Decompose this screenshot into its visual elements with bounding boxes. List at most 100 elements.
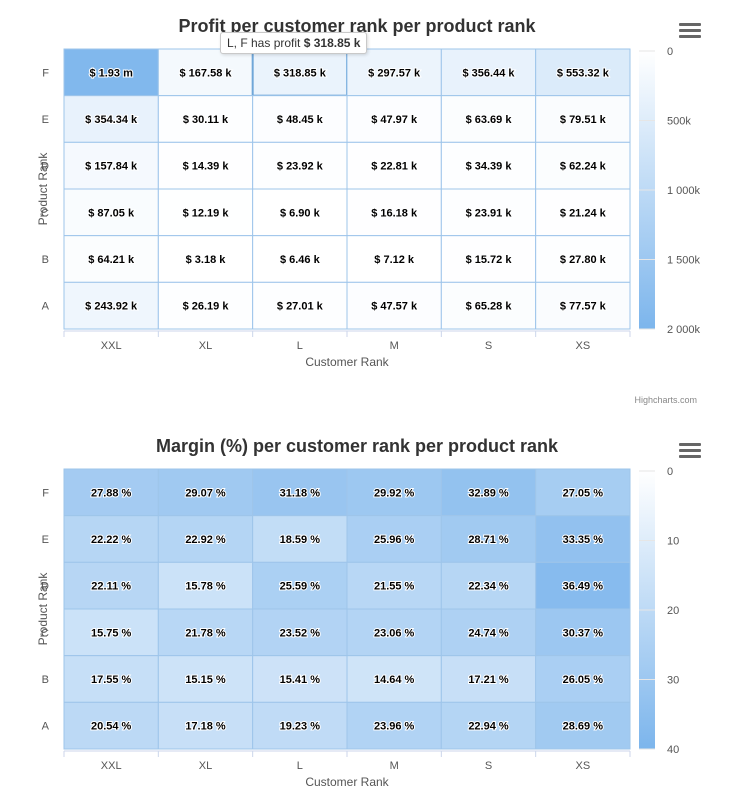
heatmap-cell[interactable] bbox=[63, 141, 159, 190]
color-axis-label: 0 bbox=[667, 466, 673, 478]
data-label: $ 87.05 k bbox=[88, 207, 135, 219]
data-label: $ 243.92 k bbox=[85, 301, 138, 313]
heatmap-cell[interactable] bbox=[157, 655, 254, 703]
heatmap-cell[interactable] bbox=[535, 95, 631, 143]
heatmap-cell[interactable] bbox=[157, 561, 254, 610]
data-label: $ 23.92 k bbox=[277, 161, 324, 173]
heatmap-cell[interactable] bbox=[157, 515, 254, 563]
x-axis-label: Customer Rank bbox=[305, 355, 389, 369]
data-label: 15.75 % bbox=[91, 627, 132, 639]
data-label: 14.64 % bbox=[374, 674, 415, 686]
heatmap-cell[interactable] bbox=[252, 468, 348, 517]
data-label: $ 15.72 k bbox=[466, 254, 513, 266]
chart-menu-icon[interactable] bbox=[679, 20, 701, 38]
heatmap-cell[interactable] bbox=[63, 95, 159, 143]
x-tick-label: S bbox=[485, 760, 492, 772]
y-tick-label: D bbox=[41, 161, 49, 173]
x-tick-label: M bbox=[390, 340, 399, 352]
data-label: 22.92 % bbox=[185, 534, 226, 546]
heatmap-cell[interactable] bbox=[440, 655, 537, 703]
heatmap-cell[interactable] bbox=[157, 468, 254, 517]
heatmap-cell[interactable] bbox=[346, 655, 442, 703]
heatmap-cell[interactable] bbox=[252, 561, 348, 610]
heatmap-cell[interactable] bbox=[346, 48, 442, 97]
heatmap-cell[interactable] bbox=[252, 281, 348, 330]
data-label: $ 21.24 k bbox=[560, 207, 607, 219]
y-tick-label: F bbox=[42, 487, 49, 499]
color-axis-label: 10 bbox=[667, 536, 679, 548]
data-label: 27.88 % bbox=[91, 487, 132, 499]
heatmap-cell[interactable] bbox=[535, 701, 631, 750]
heatmap-cell[interactable] bbox=[535, 608, 631, 657]
heatmap-cell[interactable] bbox=[535, 188, 631, 237]
heatmap-cell[interactable] bbox=[440, 281, 537, 330]
heatmap-cell[interactable] bbox=[63, 655, 159, 703]
heatmap-cell[interactable] bbox=[252, 188, 348, 237]
heatmap-cell[interactable] bbox=[346, 608, 442, 657]
data-label: $ 62.24 k bbox=[560, 161, 607, 173]
heatmap-cell[interactable] bbox=[252, 655, 348, 703]
data-label: 26.05 % bbox=[563, 674, 604, 686]
heatmap-cell[interactable] bbox=[157, 141, 254, 190]
color-axis-label: 40 bbox=[667, 744, 679, 756]
heatmap-cell[interactable] bbox=[346, 515, 442, 563]
data-label: $ 27.01 k bbox=[277, 301, 324, 313]
data-label: 31.18 % bbox=[280, 487, 321, 499]
chart-menu-icon[interactable] bbox=[679, 440, 701, 458]
data-label: $ 34.39 k bbox=[466, 161, 513, 173]
heatmap-cell[interactable] bbox=[346, 701, 442, 750]
heatmap-cell[interactable] bbox=[440, 188, 537, 237]
heatmap-cell[interactable] bbox=[346, 468, 442, 517]
data-label: 22.94 % bbox=[468, 721, 509, 733]
x-tick-label: XXL bbox=[101, 760, 122, 772]
data-label: $ 1.93 m bbox=[89, 67, 133, 79]
data-label: 24.74 % bbox=[468, 627, 509, 639]
heatmap-cell[interactable] bbox=[535, 48, 631, 97]
heatmap-cell[interactable] bbox=[63, 515, 159, 563]
heatmap-cell[interactable] bbox=[157, 188, 254, 237]
color-axis-label: 20 bbox=[667, 605, 679, 617]
heatmap-cell[interactable] bbox=[535, 281, 631, 330]
data-label: $ 3.18 k bbox=[186, 254, 227, 266]
data-label: $ 6.46 k bbox=[280, 254, 321, 266]
data-label: 29.92 % bbox=[374, 487, 415, 499]
profit-heatmap-chart: Profit per customer rank per product ran… bbox=[36, 16, 701, 405]
heatmap-cell[interactable] bbox=[535, 141, 631, 190]
heatmap-cell[interactable] bbox=[252, 608, 348, 657]
credits-link[interactable]: Highcharts.com bbox=[634, 395, 697, 405]
heatmap-cell[interactable] bbox=[346, 141, 442, 190]
heatmap-cell[interactable] bbox=[251, 48, 349, 97]
x-tick-label: M bbox=[390, 760, 399, 772]
heatmap-cell[interactable] bbox=[346, 281, 442, 330]
data-label: $ 63.69 k bbox=[466, 114, 513, 126]
heatmap-cell[interactable] bbox=[63, 281, 159, 330]
data-label: 28.71 % bbox=[468, 534, 509, 546]
x-axis-label: Customer Rank bbox=[305, 775, 389, 789]
tooltip: L, F has profit $ 318.85 k bbox=[220, 32, 368, 54]
heatmap-cell[interactable] bbox=[157, 608, 254, 657]
heatmap-cell[interactable] bbox=[440, 701, 537, 750]
heatmap-cell[interactable] bbox=[63, 48, 159, 97]
heatmap-cell[interactable] bbox=[63, 561, 159, 610]
heatmap-cell[interactable] bbox=[440, 141, 537, 190]
heatmap-cell[interactable] bbox=[346, 188, 442, 237]
data-label: 25.59 % bbox=[280, 581, 321, 593]
heatmap-cell[interactable] bbox=[440, 48, 537, 97]
heatmap-cell[interactable] bbox=[440, 561, 537, 610]
data-label: 36.49 % bbox=[563, 581, 604, 593]
y-tick-label: C bbox=[41, 627, 49, 639]
heatmap-cell[interactable] bbox=[157, 701, 254, 750]
data-label: $ 79.51 k bbox=[560, 114, 607, 126]
x-tick-label: L bbox=[297, 760, 303, 772]
heatmap-cell[interactable] bbox=[440, 235, 537, 283]
color-axis-label: 0 bbox=[667, 46, 673, 58]
heatmap-cell[interactable] bbox=[252, 141, 348, 190]
heatmap-cell[interactable] bbox=[440, 608, 537, 657]
heatmap-cell[interactable] bbox=[535, 561, 631, 610]
data-label: $ 6.90 k bbox=[280, 207, 321, 219]
heatmap-cell[interactable] bbox=[63, 608, 159, 657]
heatmap-cell[interactable] bbox=[63, 701, 159, 750]
heatmap-cell[interactable] bbox=[535, 655, 631, 703]
y-tick-label: B bbox=[42, 254, 49, 266]
data-label: 17.55 % bbox=[91, 674, 132, 686]
